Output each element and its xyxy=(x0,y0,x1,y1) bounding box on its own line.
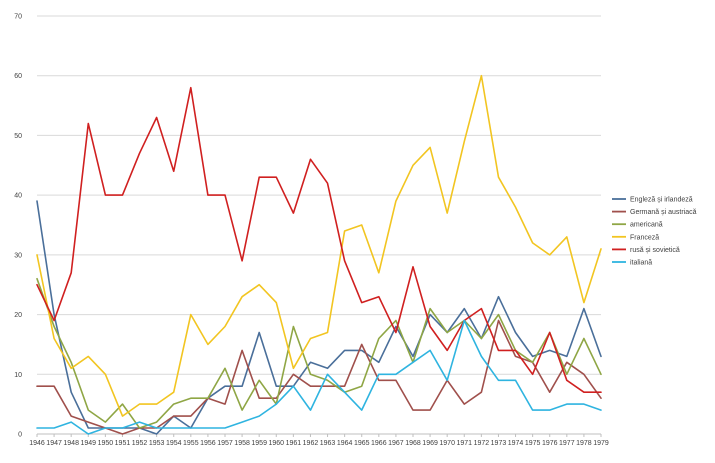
x-tick-label: 1956 xyxy=(200,440,216,447)
x-tick-label: 1947 xyxy=(46,440,62,447)
x-tick-label: 1961 xyxy=(286,440,302,447)
x-tick-label: 1952 xyxy=(132,440,148,447)
y-tick-label: 60 xyxy=(14,73,22,80)
series-line-0 xyxy=(36,200,602,435)
x-tick-label: 1953 xyxy=(149,440,165,447)
x-tick-label: 1971 xyxy=(456,440,472,447)
x-tick-label: 1949 xyxy=(80,440,96,447)
x-tick-label: 1966 xyxy=(371,440,387,447)
y-tick-label: 0 xyxy=(18,432,22,439)
x-tick-label: 1970 xyxy=(439,440,455,447)
legend-entry-label: Germană și austriacă xyxy=(630,209,697,216)
x-tick-label: 1978 xyxy=(576,440,592,447)
y-tick-label: 10 xyxy=(14,372,22,379)
series-line-1 xyxy=(36,319,602,435)
series-line-3 xyxy=(36,74,602,417)
x-tick-label: 1965 xyxy=(354,440,370,447)
x-tick-label: 1979 xyxy=(593,440,609,447)
series-line-5 xyxy=(36,319,602,435)
series-lines xyxy=(36,74,602,435)
y-tick-label: 20 xyxy=(14,312,22,319)
y-tick-label: 70 xyxy=(14,14,22,21)
gridlines xyxy=(37,15,601,435)
x-tick-label: 1960 xyxy=(268,440,284,447)
x-tick-label: 1959 xyxy=(251,440,267,447)
y-tick-label: 50 xyxy=(14,133,22,140)
x-tick-label: 1972 xyxy=(474,440,490,447)
x-tick-label: 1973 xyxy=(491,440,507,447)
x-tick-label: 1969 xyxy=(422,440,438,447)
x-tick-label: 1955 xyxy=(183,440,199,447)
x-tick-label: 1974 xyxy=(508,440,524,447)
x-tick-label: 1975 xyxy=(525,440,541,447)
legend-entry-label: rusă și sovietică xyxy=(630,247,680,254)
legend-entry-label: americană xyxy=(630,222,663,229)
x-tick-label: 1976 xyxy=(542,440,558,447)
series-line-4 xyxy=(36,86,602,394)
series-line-2 xyxy=(36,277,602,429)
legend: Engleză și irlandeză Germană și austriacă… xyxy=(612,197,697,267)
x-tick-label: 1954 xyxy=(166,440,182,447)
x-tick-label: 1962 xyxy=(303,440,319,447)
x-tick-label: 1967 xyxy=(388,440,404,447)
y-tick-label: 30 xyxy=(14,252,22,259)
legend-entry-label: italiană xyxy=(630,260,652,267)
legend-entry-label: Engleză și irlandeză xyxy=(630,197,693,204)
x-tick-label: 1948 xyxy=(63,440,79,447)
legend-entry-label: Franceză xyxy=(630,234,659,241)
x-tick-label: 1968 xyxy=(405,440,421,447)
x-tick-label: 1946 xyxy=(29,440,45,447)
x-tick-label: 1964 xyxy=(337,440,353,447)
x-tick-label: 1977 xyxy=(559,440,575,447)
x-tick-label: 1951 xyxy=(115,440,131,447)
x-tick-label: 1958 xyxy=(234,440,250,447)
x-tick-label: 1950 xyxy=(98,440,114,447)
x-tick-label: 1957 xyxy=(217,440,233,447)
x-tick-label: 1963 xyxy=(320,440,336,447)
y-tick-label: 40 xyxy=(14,193,22,200)
